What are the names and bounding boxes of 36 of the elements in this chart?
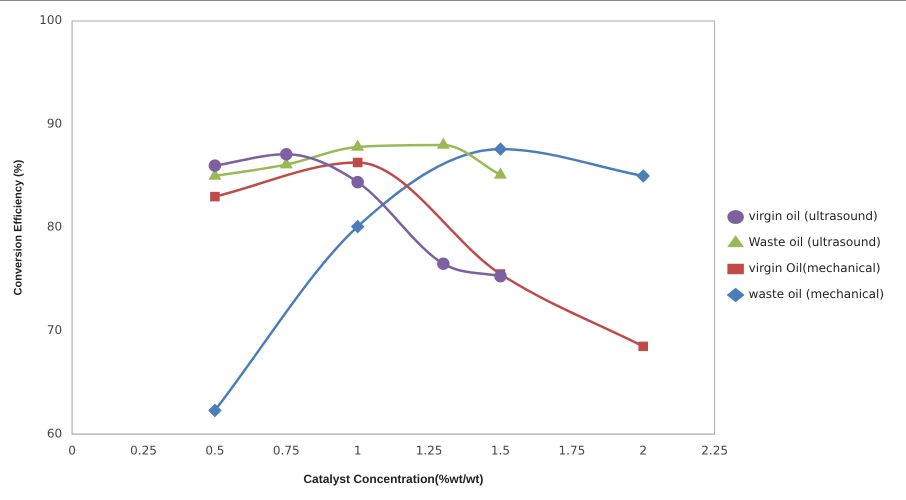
x-tick-label: 0 bbox=[68, 444, 76, 458]
point bbox=[638, 342, 648, 352]
point bbox=[352, 140, 364, 151]
y-tick-label: 90 bbox=[46, 116, 62, 130]
x-tick-label: 0.5 bbox=[205, 444, 224, 458]
x-tick-label: 2.25 bbox=[701, 444, 728, 458]
legend-label: virgin Oil(mechanical) bbox=[748, 261, 880, 276]
point bbox=[210, 192, 220, 202]
x-tick-label: 1 bbox=[354, 444, 362, 458]
point bbox=[280, 148, 293, 161]
point bbox=[437, 258, 450, 270]
y-tick-label: 80 bbox=[46, 220, 62, 234]
legend-label: waste oil (mechanical) bbox=[748, 287, 884, 302]
x-axis-title: Catalyst Concentration(%wt/wt) bbox=[303, 472, 484, 486]
legend-label: Waste oil (ultrasound) bbox=[748, 235, 881, 250]
x-tick-label: 0.75 bbox=[272, 444, 300, 458]
y-tick-label: 60 bbox=[46, 426, 62, 440]
point bbox=[352, 158, 362, 168]
point bbox=[208, 404, 222, 417]
x-tick-label: 2 bbox=[639, 444, 648, 458]
point bbox=[494, 168, 506, 179]
point bbox=[438, 138, 449, 149]
x-tick-label: 0.25 bbox=[130, 444, 157, 458]
y-tick-label: 100 bbox=[39, 13, 62, 28]
y-axis-title: Conversion Efficiency (%) bbox=[12, 159, 25, 296]
point bbox=[494, 142, 507, 156]
point bbox=[636, 170, 650, 182]
x-tick-label: 1.5 bbox=[490, 444, 510, 458]
point bbox=[351, 176, 364, 188]
point bbox=[351, 220, 364, 233]
point bbox=[494, 270, 507, 282]
y-tick-label: 70 bbox=[46, 323, 62, 338]
legend-label: virgin oil (ultrasound) bbox=[748, 209, 878, 224]
x-tick-label: 1.25 bbox=[416, 444, 442, 458]
x-tick-label: 1.75 bbox=[558, 444, 586, 458]
point bbox=[208, 159, 222, 172]
